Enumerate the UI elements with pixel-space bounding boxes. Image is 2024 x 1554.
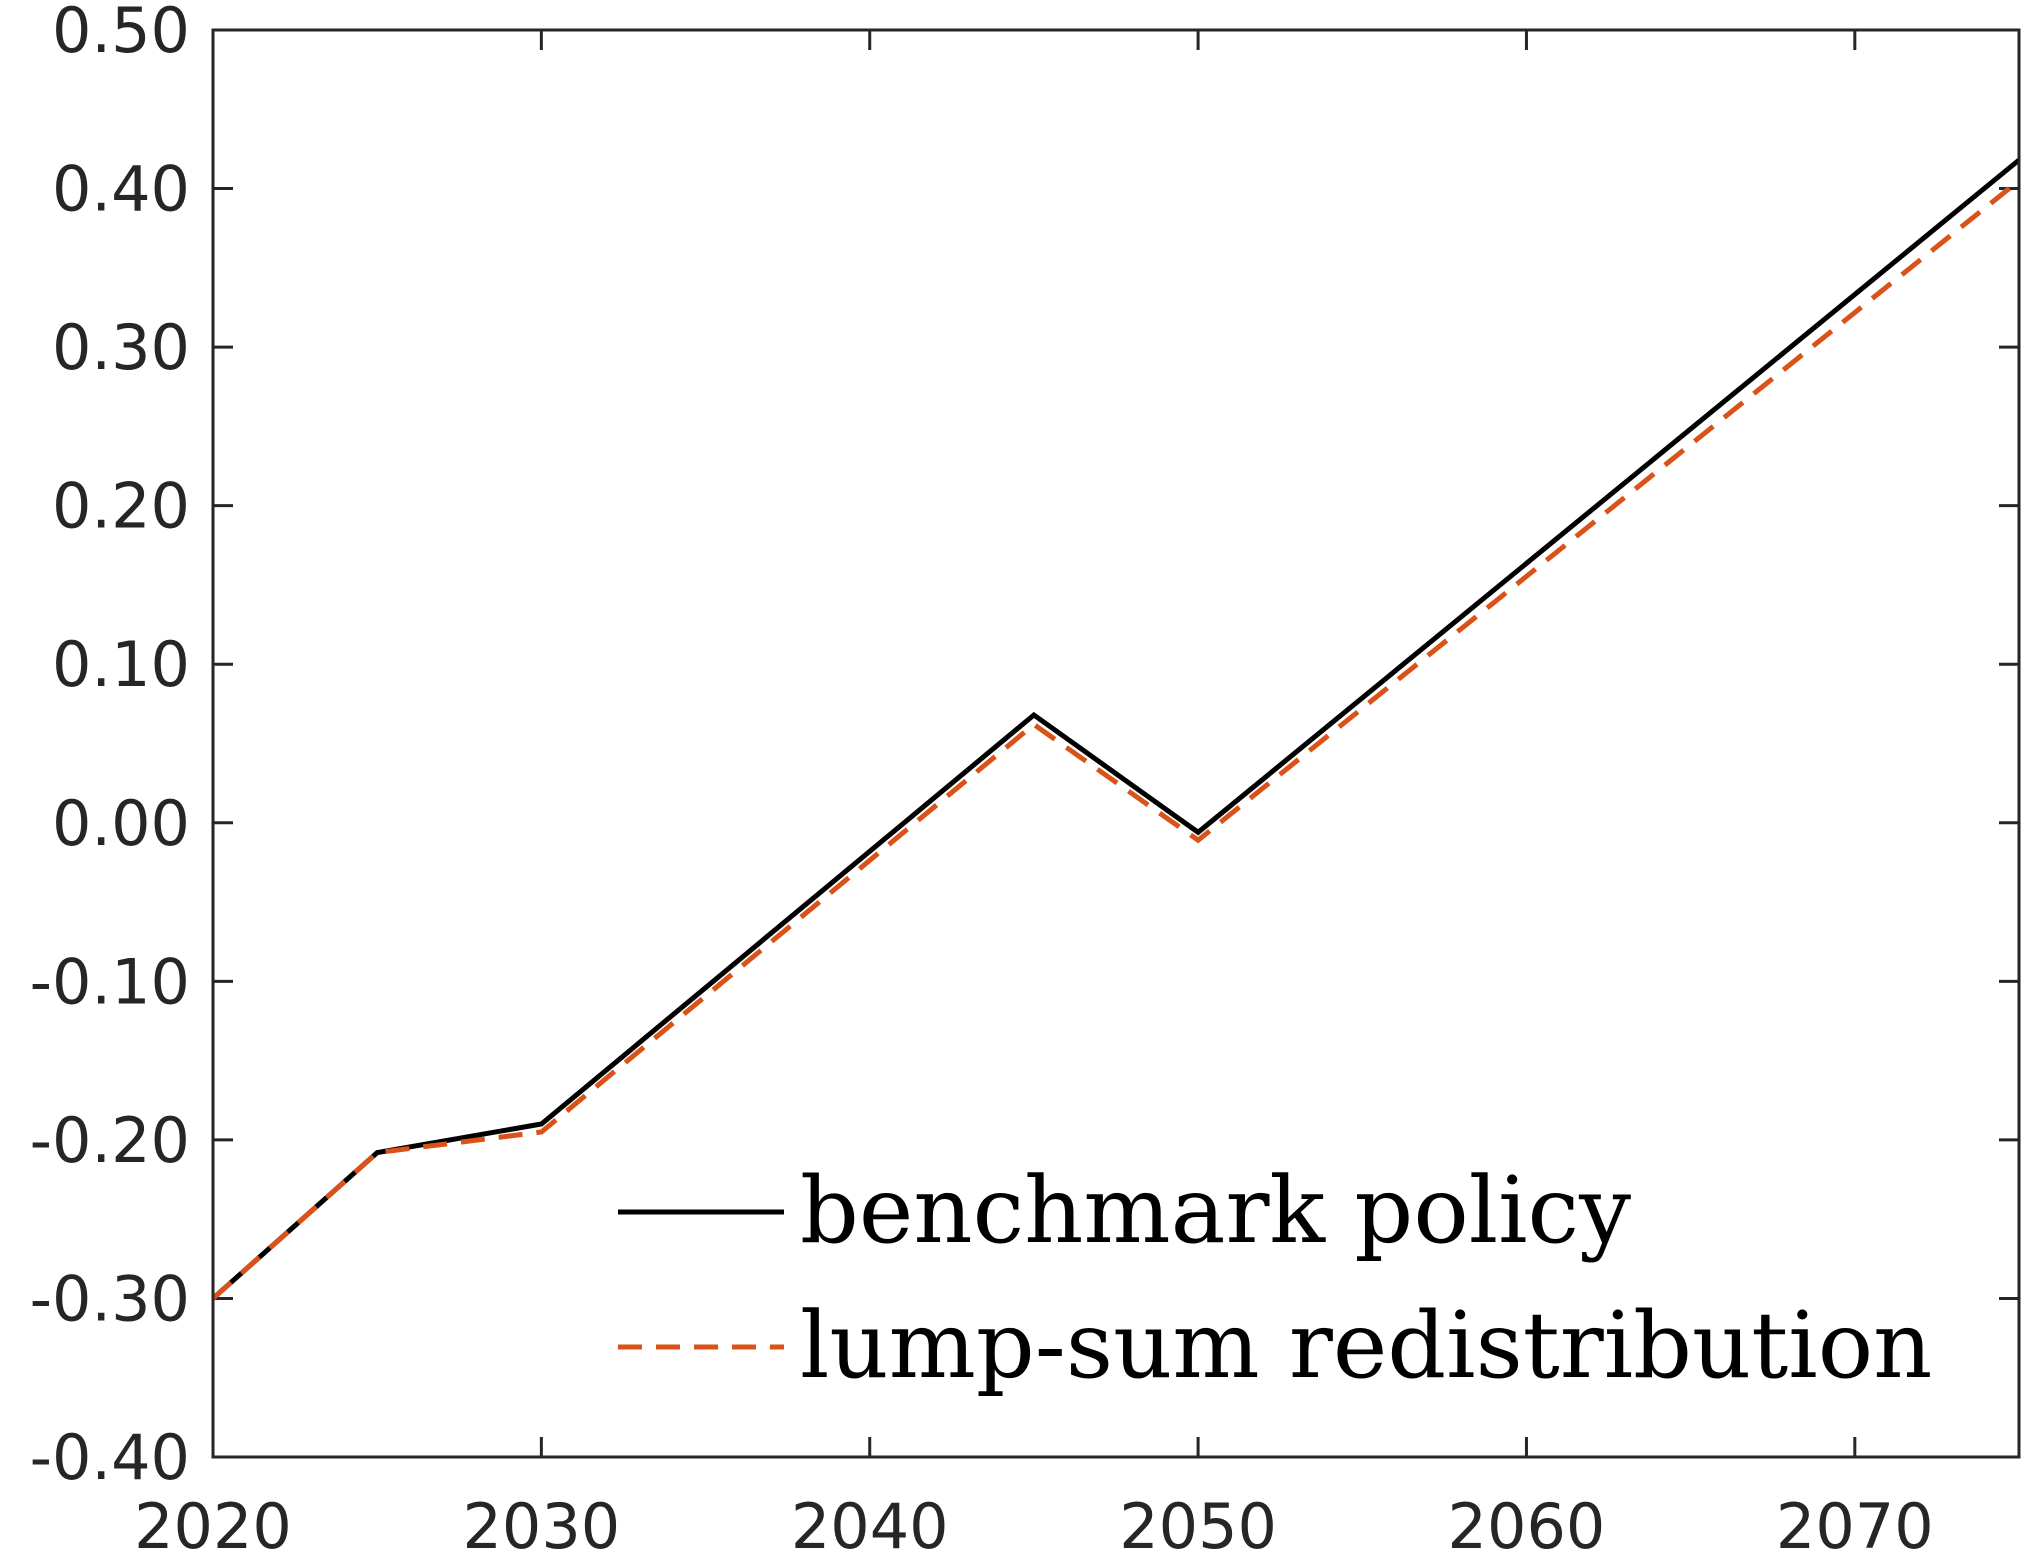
y-tick-label: -0.20 bbox=[30, 1104, 190, 1177]
series-lines bbox=[211, 158, 2021, 1301]
y-tick-label: 0.40 bbox=[52, 153, 190, 226]
y-tick-label: 0.30 bbox=[52, 311, 190, 384]
y-tick-label: -0.10 bbox=[30, 945, 190, 1018]
x-tick-label: 2040 bbox=[791, 1490, 949, 1554]
series-line-benchmark-policy bbox=[211, 158, 2021, 1301]
legend-label: lump-sum redistribution bbox=[800, 1292, 1932, 1399]
x-tick-label: 2050 bbox=[1119, 1490, 1277, 1554]
series-line-lump-sum-redistribution bbox=[211, 178, 2021, 1301]
legend-label: benchmark policy bbox=[800, 1157, 1631, 1264]
x-tick-label: 2070 bbox=[1776, 1490, 1934, 1554]
plot-frame bbox=[211, 28, 2021, 1459]
y-tick-label: -0.40 bbox=[30, 1421, 190, 1494]
y-tick-label: 0.00 bbox=[52, 787, 190, 860]
y-tick-label: 0.10 bbox=[52, 628, 190, 701]
x-tick-label: 2020 bbox=[134, 1490, 292, 1554]
y-tick-label: 0.50 bbox=[52, 0, 190, 67]
y-tick-label: -0.30 bbox=[30, 1262, 190, 1335]
x-tick-label: 2060 bbox=[1448, 1490, 1606, 1554]
y-tick-labels: 0.50 0.40 0.30 0.20 0.10 0.00 -0.10 -0.20 -0.30 -… bbox=[30, 0, 190, 1494]
x-tick-labels: 2020 2030 2040 2050 2060 2070 bbox=[134, 1490, 1934, 1554]
legend: benchmark policy lump-sum redistribution bbox=[618, 1157, 1932, 1399]
y-tick-label: 0.20 bbox=[52, 470, 190, 543]
x-tick-label: 2030 bbox=[462, 1490, 620, 1554]
